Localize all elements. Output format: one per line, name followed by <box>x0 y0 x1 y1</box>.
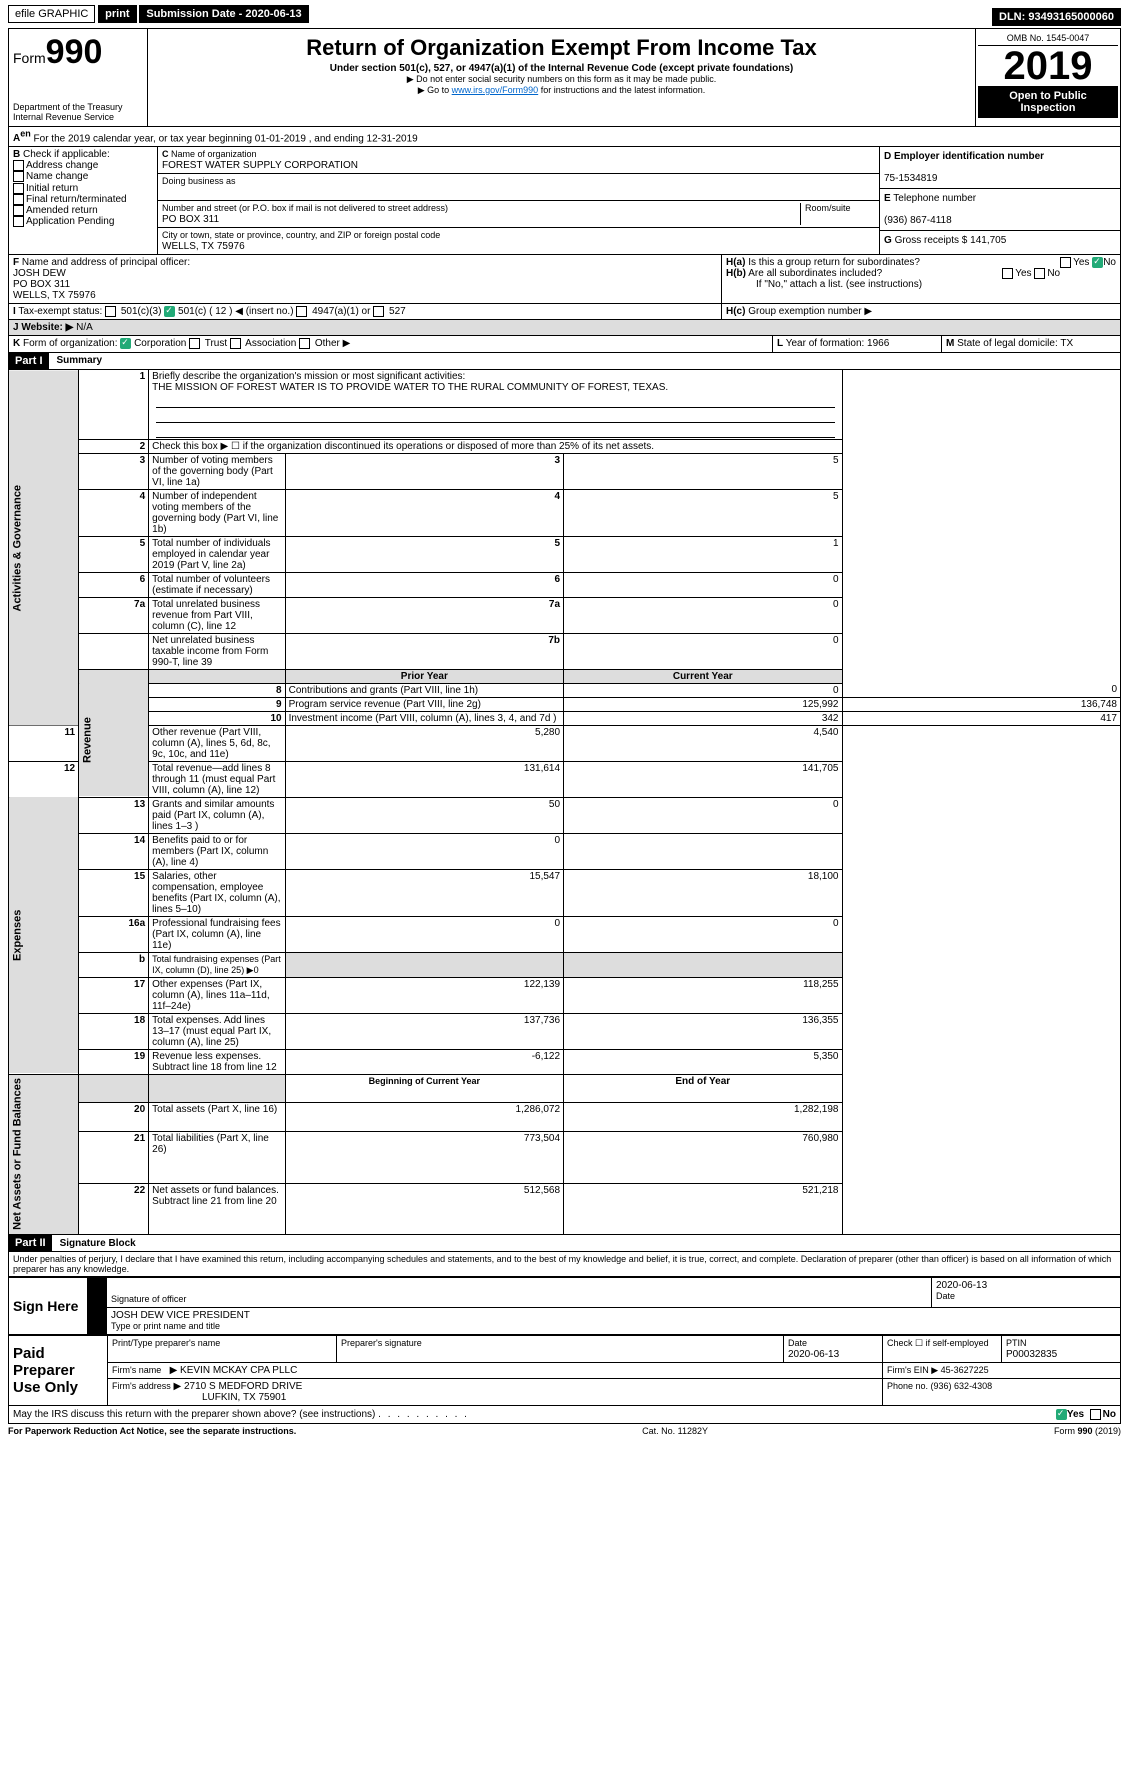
form-note1: ▶ Do not enter social security numbers o… <box>152 74 971 85</box>
form-number: 990 <box>46 33 103 71</box>
part2-header: Part II Signature Block <box>8 1235 1121 1252</box>
pending-checkbox[interactable] <box>13 216 24 227</box>
open-public: Open to Public Inspection <box>978 86 1118 118</box>
501c-checkbox-icon <box>164 306 175 317</box>
yes-checkbox-icon <box>1056 1409 1067 1420</box>
dept-label: Department of the Treasury Internal Reve… <box>13 102 143 122</box>
dba-label: Doing business as <box>162 176 236 186</box>
line-a: Aen For the 2019 calendar year, or tax y… <box>8 127 1121 147</box>
tax-status-row: I Tax-exempt status: 501(c)(3) 501(c) ( … <box>8 304 1121 320</box>
rev-tab: Revenue <box>79 683 149 797</box>
addr-change-checkbox[interactable] <box>13 160 24 171</box>
org-address: PO BOX 311 <box>162 214 219 225</box>
form-header: Form990 Department of the Treasury Inter… <box>8 28 1121 127</box>
initial-checkbox[interactable] <box>13 183 24 194</box>
discuss-row: May the IRS discuss this return with the… <box>8 1406 1121 1424</box>
paid-preparer: Paid Preparer Use Only <box>9 1336 108 1406</box>
final-checkbox[interactable] <box>13 194 24 205</box>
summary-table: Activities & Governance 1Briefly describ… <box>8 370 1121 1236</box>
dln-label: DLN: 93493165000060 <box>992 8 1121 26</box>
org-city: WELLS, TX 75976 <box>162 241 245 252</box>
net-tab: Net Assets or Fund Balances <box>9 1074 79 1235</box>
note2-post: for instructions and the latest informat… <box>538 85 705 95</box>
efile-label: efile GRAPHIC <box>8 5 95 23</box>
part1-header: Part I Summary <box>8 353 1121 370</box>
mission-text: THE MISSION OF FOREST WATER IS TO PROVID… <box>152 382 668 393</box>
note2-pre: ▶ Go to <box>418 85 452 95</box>
print-button[interactable]: print <box>98 5 136 23</box>
declaration: Under penalties of perjury, I declare th… <box>8 1252 1121 1277</box>
form-word: Form <box>13 50 46 66</box>
form-subtitle: Under section 501(c), 527, or 4947(a)(1)… <box>152 63 971 74</box>
row-k-l-m: K Form of organization: Corporation Trus… <box>8 336 1121 352</box>
form-title: Return of Organization Exempt From Incom… <box>152 35 971 61</box>
section-b-to-g: B Check if applicable: Address change Na… <box>8 147 1121 255</box>
officer-name: JOSH DEW <box>13 268 66 279</box>
org-name: FOREST WATER SUPPLY CORPORATION <box>162 160 358 171</box>
irs-link[interactable]: www.irs.gov/Form990 <box>452 85 539 95</box>
phone: (936) 867-4118 <box>884 215 952 226</box>
amended-checkbox[interactable] <box>13 205 24 216</box>
page-footer: For Paperwork Reduction Act Notice, see … <box>8 1426 1121 1436</box>
preparer-table: Paid Preparer Use Only Print/Type prepar… <box>8 1335 1121 1406</box>
no-checkbox-icon <box>1092 257 1103 268</box>
signature-table: Sign Here Signature of officer 2020-06-1… <box>8 1277 1121 1335</box>
gov-tab: Activities & Governance <box>9 370 79 726</box>
section-f-h: F Name and address of principal officer:… <box>8 255 1121 304</box>
submission-date: Submission Date - 2020-06-13 <box>139 5 308 23</box>
sign-here: Sign Here <box>9 1278 88 1335</box>
website-val: N/A <box>76 322 93 333</box>
gross-receipts: Gross receipts $ 141,705 <box>895 235 1007 246</box>
check-applicable-label: Check if applicable: <box>23 149 110 160</box>
corp-checkbox-icon <box>120 338 131 349</box>
tax-year: 2019 <box>978 46 1118 86</box>
name-change-checkbox[interactable] <box>13 171 24 182</box>
top-bar: efile GRAPHIC print Submission Date - 20… <box>8 8 1121 26</box>
officer-sig-name: JOSH DEW VICE PRESIDENT <box>111 1310 250 1321</box>
ein: 75-1534819 <box>884 173 937 184</box>
website-row: J Website: ▶ N/A <box>8 320 1121 336</box>
exp-tab: Expenses <box>9 797 79 1074</box>
